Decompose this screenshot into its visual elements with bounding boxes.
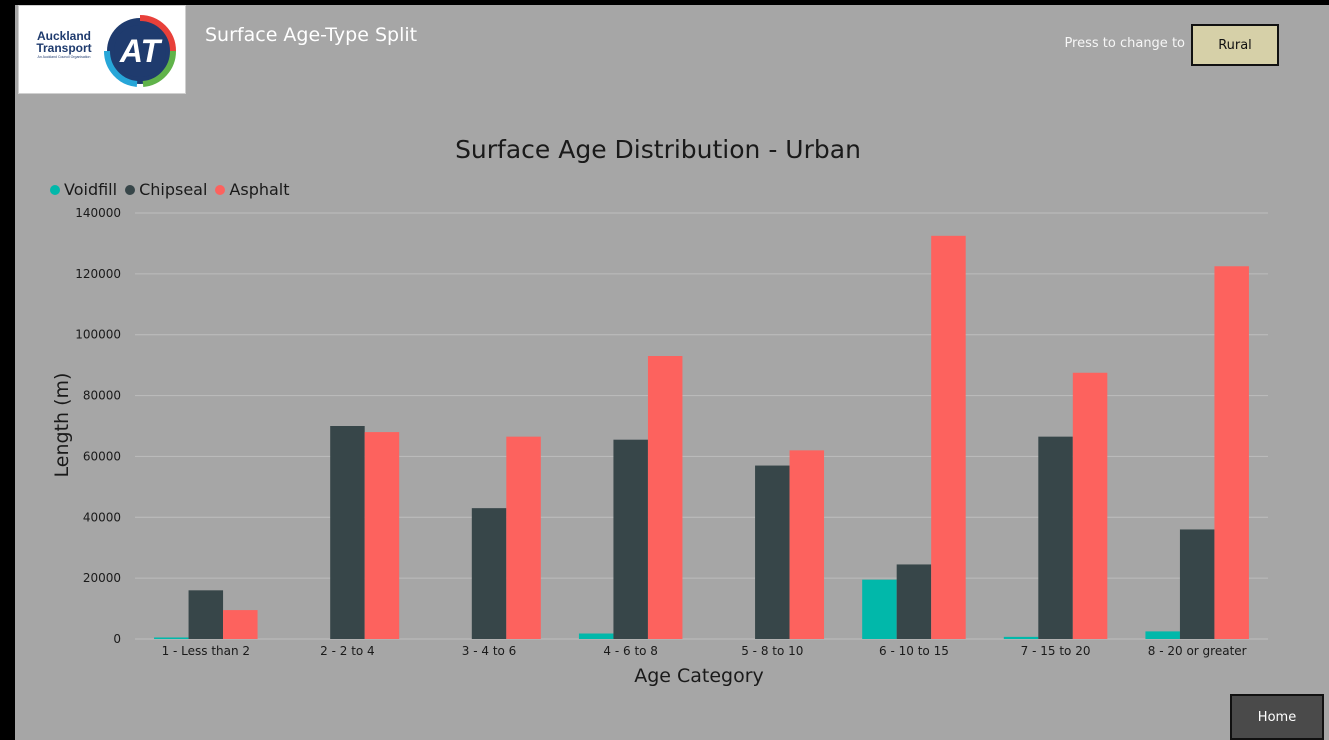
logo-tagline: An Auckland Council Organisation xyxy=(37,55,91,59)
at-logo-icon: AT xyxy=(103,15,177,87)
auckland-transport-logo: Auckland Transport An Auckland Council O… xyxy=(18,5,186,94)
legend-voidfill-dot-icon xyxy=(50,184,60,195)
x-tick-label: 2 - 2 to 4 xyxy=(320,644,375,658)
y-tick-label: 100000 xyxy=(75,328,121,342)
x-tick-label: 1 - Less than 2 xyxy=(162,644,251,658)
legend-voidfill-label: Voidfill xyxy=(64,180,118,199)
y-tick-label: 40000 xyxy=(83,510,121,524)
bar-chipseal-3-4-to-6[interactable] xyxy=(471,508,507,639)
y-tick-label: 60000 xyxy=(83,449,121,463)
bar-chipseal-5-8-to-10[interactable] xyxy=(755,465,790,639)
bar-chipseal-2-2-to-4[interactable] xyxy=(330,426,365,639)
legend-chipseal-label: Chipseal xyxy=(139,180,208,199)
legend-item-voidfill[interactable]: Voidfill xyxy=(50,180,117,199)
y-tick-label: 120000 xyxy=(75,267,121,281)
x-tick-label: 8 - 20 or greater xyxy=(1148,644,1247,658)
bar-asphalt-2-2-to-4[interactable] xyxy=(364,432,400,639)
y-tick-label: 80000 xyxy=(83,389,121,403)
press-to-change-label: Press to change to xyxy=(1064,36,1185,51)
bar-asphalt-6-10-to-15[interactable] xyxy=(931,235,966,640)
bar-chipseal-8-20-or-greater[interactable] xyxy=(1179,529,1215,639)
bar-chipseal-1-less-than-2[interactable] xyxy=(188,590,224,639)
x-tick-label: 3 - 4 to 6 xyxy=(462,644,517,658)
logo-wordmark: Auckland Transport An Auckland Council O… xyxy=(25,30,103,60)
bar-chipseal-7-15-to-20[interactable] xyxy=(1038,436,1073,639)
bar-voidfill-1-less-than-2[interactable] xyxy=(154,637,189,639)
y-tick-label: 20000 xyxy=(83,571,121,585)
y-tick-label: 140000 xyxy=(75,206,121,220)
x-tick-label: 6 - 10 to 15 xyxy=(879,644,949,658)
home-button[interactable]: Home xyxy=(1230,694,1324,740)
bar-asphalt-8-20-or-greater[interactable] xyxy=(1214,266,1249,639)
bar-chipseal-4-6-to-8[interactable] xyxy=(613,439,648,639)
y-axis-label: Length (m) xyxy=(51,372,73,478)
legend-item-chipseal[interactable]: Chipseal xyxy=(125,180,207,199)
x-tick-label: 5 - 8 to 10 xyxy=(741,644,803,658)
bar-asphalt-4-6-to-8[interactable] xyxy=(647,356,683,639)
legend-chipseal-dot-icon xyxy=(125,184,136,195)
x-tick-label: 4 - 6 to 8 xyxy=(603,644,658,658)
legend-item-asphalt[interactable]: Asphalt xyxy=(215,180,290,199)
bar-asphalt-3-4-to-6[interactable] xyxy=(506,436,541,639)
app-title: Surface Age-Type Split xyxy=(205,24,418,46)
x-tick-label: 7 - 15 to 20 xyxy=(1021,644,1091,658)
bar-voidfill-4-6-to-8[interactable] xyxy=(578,633,614,639)
chart-legend: Voidfill Chipseal Asphalt xyxy=(50,180,290,199)
legend-asphalt-dot-icon xyxy=(215,184,226,195)
bar-asphalt-7-15-to-20[interactable] xyxy=(1072,372,1108,639)
bar-voidfill-6-10-to-15[interactable] xyxy=(862,579,897,639)
logo-line2: Transport xyxy=(36,41,92,55)
y-tick-label: 0 xyxy=(113,632,121,646)
chart-title: Surface Age Distribution - Urban xyxy=(455,135,861,164)
bar-voidfill-8-20-or-greater[interactable] xyxy=(1145,631,1180,639)
rural-toggle-button[interactable]: Rural xyxy=(1191,24,1279,66)
bar-voidfill-7-15-to-20[interactable] xyxy=(1003,636,1039,639)
logo-line1: Auckland xyxy=(36,29,91,43)
bar-chipseal-6-10-to-15[interactable] xyxy=(896,564,932,639)
x-axis-label: Age Category xyxy=(634,665,764,687)
logo-mark-text: AT xyxy=(119,33,163,69)
bar-asphalt-5-8-to-10[interactable] xyxy=(789,450,825,639)
bar-asphalt-1-less-than-2[interactable] xyxy=(223,610,258,639)
legend-asphalt-label: Asphalt xyxy=(229,180,290,199)
